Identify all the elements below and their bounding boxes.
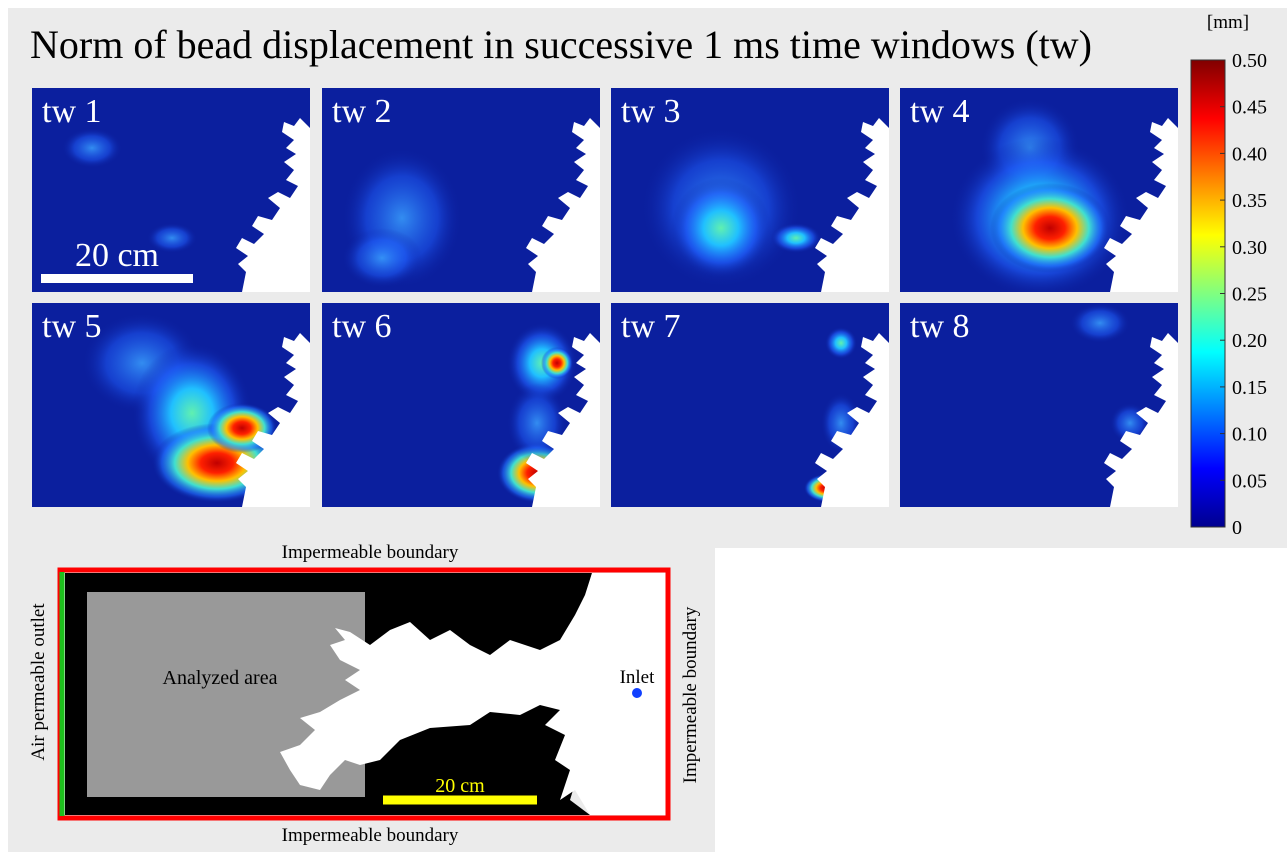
panel: tw 3 xyxy=(611,88,889,292)
inlet-label: Inlet xyxy=(620,667,656,688)
right-boundary-label: Impermeable boundary xyxy=(680,606,701,783)
title: Norm of bead displacement in successive … xyxy=(30,22,1092,67)
colorbar-tick-label: 0.35 xyxy=(1232,190,1267,212)
area-label: Analyzed area xyxy=(163,667,278,689)
panel-label: tw 2 xyxy=(332,93,392,130)
displacement-blob xyxy=(1070,303,1130,343)
figure: Norm of bead displacement in successive … xyxy=(0,0,1287,852)
panel-label: tw 1 xyxy=(42,93,102,130)
colorbar-tick-label: 0.20 xyxy=(1232,330,1267,352)
panel-label: tw 4 xyxy=(910,93,970,130)
colorbar-tick-label: 0.05 xyxy=(1232,470,1267,492)
panel: tw 1 20 cm xyxy=(32,88,310,292)
panel-label: tw 8 xyxy=(910,308,970,345)
displacement-blob xyxy=(342,228,422,288)
displacement-blob xyxy=(825,327,857,359)
panel-label: tw 3 xyxy=(621,93,681,130)
panel: tw 7 xyxy=(611,303,889,507)
colorbar-tick-label: 0.30 xyxy=(1232,237,1267,259)
displacement-blob xyxy=(671,178,771,278)
scale-bar-label: 20 cm xyxy=(75,237,159,274)
top-boundary-label: Impermeable boundary xyxy=(282,542,459,563)
colorbar-tick-label: 0.40 xyxy=(1232,143,1267,165)
scale-bar xyxy=(41,274,193,283)
panel: tw 4 xyxy=(900,88,1178,298)
panel: tw 6 xyxy=(322,303,600,507)
colorbar-tick-label: 0.15 xyxy=(1232,377,1267,399)
panel: tw 2 xyxy=(322,88,600,292)
panel-label: tw 5 xyxy=(42,308,102,345)
panel-label: tw 7 xyxy=(621,308,681,345)
displacement-blob xyxy=(541,347,573,379)
panel-label: tw 6 xyxy=(332,308,392,345)
colorbar-tick-label: 0 xyxy=(1232,517,1242,539)
displacement-blob xyxy=(990,183,1110,273)
bottom-boundary-label: Impermeable boundary xyxy=(282,825,459,846)
displacement-blob xyxy=(62,128,122,168)
displacement-blob xyxy=(771,223,821,253)
panel: tw 5 xyxy=(32,303,310,507)
diagram: Impermeable boundary Impermeable boundar… xyxy=(28,542,701,846)
colorbar-tick-label: 0.10 xyxy=(1232,424,1267,446)
colorbar-tick-label: 0.45 xyxy=(1232,97,1267,119)
outlet-label: Air permeable outlet xyxy=(28,603,49,761)
colorbar-unit: [mm] xyxy=(1207,12,1249,33)
colorbar-tick-label: 0.50 xyxy=(1232,50,1267,72)
diagram-scale-label: 20 cm xyxy=(435,775,485,797)
colorbar xyxy=(1191,60,1225,527)
colorbar-tick-label: 0.25 xyxy=(1232,284,1267,306)
panel: tw 8 xyxy=(900,303,1178,507)
inlet-point xyxy=(632,688,642,698)
